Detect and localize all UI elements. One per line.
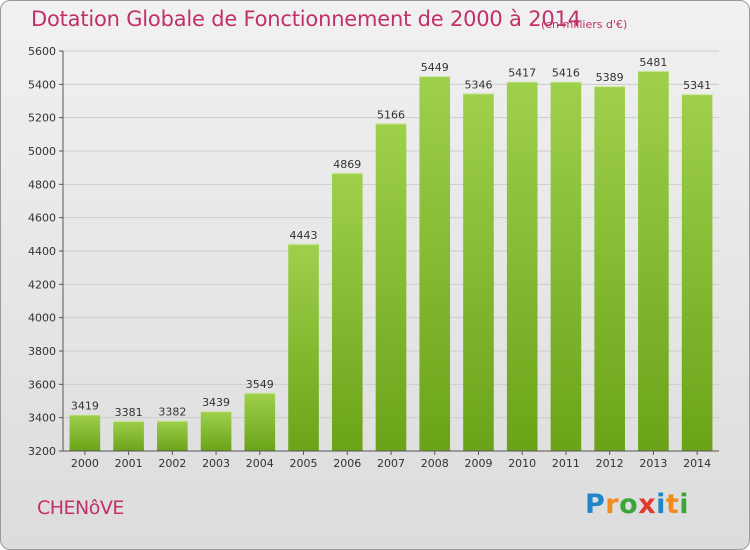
data-label-2007: 5166 xyxy=(377,108,405,121)
logo-letter: o xyxy=(619,489,639,520)
x-tick-label: 2010 xyxy=(508,457,536,470)
data-label-2006: 4869 xyxy=(333,158,361,171)
x-tick-label: 2003 xyxy=(202,457,230,470)
bar-2007 xyxy=(375,123,407,451)
data-label-2014: 5341 xyxy=(683,79,711,92)
axes: 3200 3400 3600 3800 4000 4200 4400 4600 4800 5000… xyxy=(28,45,719,470)
data-label-2000: 3419 xyxy=(71,400,99,413)
bar-2000 xyxy=(69,414,101,451)
data-labels: 3419 3381 3382 3439 3549 4443 4869 5166 5449 5346… xyxy=(71,56,711,419)
x-tick-label: 2011 xyxy=(552,457,580,470)
data-label-2013: 5481 xyxy=(639,56,667,69)
bar-2005 xyxy=(288,243,319,451)
data-label-2009: 5346 xyxy=(464,78,492,91)
bar-2010 xyxy=(506,81,538,451)
x-tick-label: 2009 xyxy=(464,457,492,470)
data-label-2001: 3381 xyxy=(115,406,143,419)
x-tick-label: 2006 xyxy=(333,457,361,470)
bar-2003 xyxy=(200,411,232,451)
y-tick-label: 3800 xyxy=(28,345,56,358)
logo-letter: i xyxy=(656,489,666,520)
proxiti-logo: Proxiti xyxy=(585,489,689,520)
x-tick-label: 2002 xyxy=(158,457,186,470)
bar-2013 xyxy=(638,70,669,451)
y-tick-label: 3400 xyxy=(28,412,56,425)
y-tick-label: 3600 xyxy=(28,378,56,391)
logo-letter: x xyxy=(638,489,657,520)
y-tick-label: 4000 xyxy=(28,312,56,325)
y-tick-label: 5200 xyxy=(28,112,56,125)
bars xyxy=(69,70,713,452)
bar-2001 xyxy=(113,420,144,451)
data-label-2003: 3439 xyxy=(202,396,230,409)
chart-title: Dotation Globale de Fonctionnement de 20… xyxy=(31,7,581,31)
commune-name: CHENôVE xyxy=(37,497,124,519)
bar-2002 xyxy=(157,420,188,451)
data-label-2012: 5389 xyxy=(596,71,624,84)
logo-letter: P xyxy=(585,489,606,520)
bar-2008 xyxy=(419,76,451,452)
x-tick-label: 2014 xyxy=(683,457,711,470)
logo-letter: r xyxy=(605,489,620,520)
y-tick-label: 3200 xyxy=(28,445,56,458)
bar-2009 xyxy=(463,93,494,451)
y-tick-label: 5400 xyxy=(28,78,56,91)
bar-2012 xyxy=(594,86,625,452)
chart-unit-note: (en milliers d'€) xyxy=(541,18,628,31)
bar-2004 xyxy=(244,392,276,451)
data-label-2004: 3549 xyxy=(246,378,274,391)
data-label-2002: 3382 xyxy=(158,406,186,419)
data-label-2010: 5417 xyxy=(508,67,536,80)
y-tick-label: 4800 xyxy=(28,178,56,191)
bar-2011 xyxy=(550,81,582,452)
logo-letter: i xyxy=(679,489,690,520)
x-tick-label: 2001 xyxy=(115,457,143,470)
bar-2014 xyxy=(681,94,713,452)
x-tick-label: 2008 xyxy=(421,457,449,470)
x-tick-label: 2013 xyxy=(639,457,667,470)
data-label-2011: 5416 xyxy=(552,67,580,80)
logo-letter: t xyxy=(665,489,680,520)
y-tick-label: 5000 xyxy=(28,145,56,158)
y-tick-label: 4200 xyxy=(28,278,56,291)
x-tick-label: 2000 xyxy=(71,457,99,470)
y-tick-label: 4600 xyxy=(28,212,56,225)
bar-2006 xyxy=(331,172,363,452)
y-tick-label: 5600 xyxy=(28,45,56,58)
x-tick-label: 2004 xyxy=(246,457,274,470)
y-tick-label: 4400 xyxy=(28,245,56,258)
data-label-2008: 5449 xyxy=(421,61,449,74)
x-tick-label: 2007 xyxy=(377,457,405,470)
x-tick-label: 2005 xyxy=(290,457,318,470)
data-label-2005: 4443 xyxy=(290,229,318,242)
x-tick-label: 2012 xyxy=(596,457,624,470)
